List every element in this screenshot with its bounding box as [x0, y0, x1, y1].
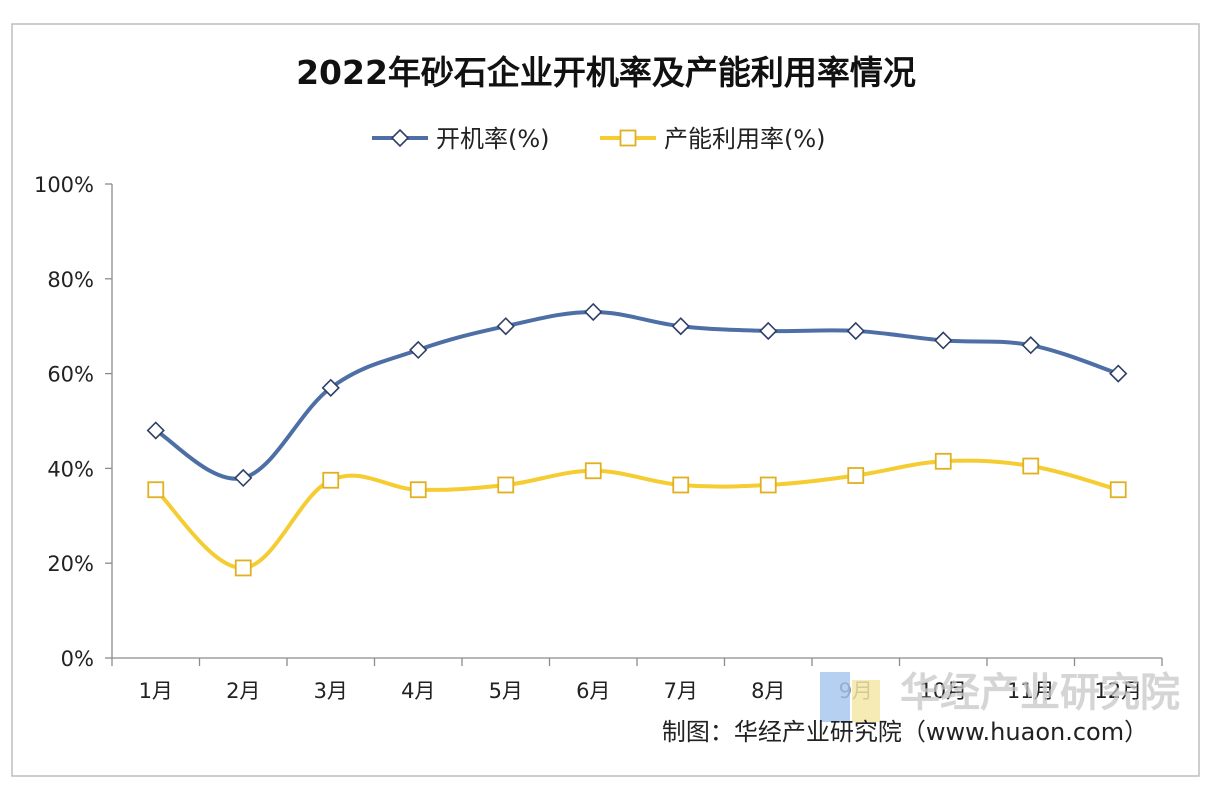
- y-tick-label: 80%: [47, 268, 94, 292]
- series-0-point: [934, 331, 953, 350]
- series-0-point: [584, 302, 603, 322]
- source-note: 制图：华经产业研究院（www.huaon.com）: [662, 718, 1148, 746]
- series-0-point: [759, 321, 778, 341]
- series-0-point: [496, 317, 515, 336]
- x-tick-label: 7月: [664, 679, 698, 703]
- series-1-point: [1022, 457, 1040, 475]
- legend-label-0: 开机率(%): [436, 125, 550, 153]
- y-tick-label: 100%: [34, 173, 94, 197]
- series-1-point: [584, 462, 602, 480]
- series-0-point: [409, 340, 428, 360]
- legend: 开机率(%) 产能利用率(%): [372, 125, 826, 153]
- series-1-point: [759, 476, 777, 494]
- x-tick-label: 11月: [1007, 679, 1055, 703]
- chart-border: [11, 23, 1200, 777]
- x-tick-label: 4月: [401, 679, 435, 703]
- y-tick-label: 60%: [47, 363, 94, 387]
- x-tick-label: 1月: [139, 679, 173, 703]
- series-1-point: [234, 559, 252, 577]
- series-1-point: [1109, 481, 1127, 499]
- series-0-point: [1109, 364, 1128, 383]
- series-0-point: [1021, 336, 1040, 355]
- series-1-point: [322, 471, 340, 489]
- x-tick-label: 8月: [751, 679, 785, 703]
- series-1-point: [847, 467, 865, 484]
- x-tick-label: 3月: [314, 679, 348, 703]
- watermark-logo: 华经产业研究院: [820, 670, 1180, 722]
- series-1-point: [672, 476, 690, 494]
- x-tick-label: 2月: [226, 679, 260, 703]
- y-tick-label: 40%: [47, 457, 94, 481]
- watermark-logo-yellow: [852, 680, 880, 722]
- series-1-point: [147, 481, 165, 499]
- legend-label-1: 产能利用率(%): [664, 125, 826, 153]
- series-1-point: [409, 481, 427, 499]
- series-0-point: [846, 321, 865, 341]
- y-tick-label: 20%: [47, 552, 94, 576]
- x-tick-label: 5月: [489, 679, 523, 703]
- chart-title: 2022年砂石企业开机率及产能利用率情况: [296, 53, 916, 92]
- x-tick-label: 6月: [576, 679, 610, 703]
- legend-marker-1: [619, 129, 637, 147]
- watermark-text: 华经产业研究院: [900, 670, 1180, 716]
- series-0-point: [671, 317, 690, 336]
- series-0-point: [146, 421, 165, 440]
- y-tick-label: 0%: [61, 647, 94, 671]
- legend-marker-0: [390, 128, 410, 148]
- series-0: [146, 302, 1128, 488]
- series-1-point: [497, 476, 515, 494]
- series-0-point: [234, 468, 253, 488]
- series-0-point: [321, 378, 340, 397]
- watermark-logo-blue: [820, 672, 850, 722]
- x-tick-label: 12月: [1094, 679, 1142, 703]
- x-tick-label: 10月: [919, 679, 967, 703]
- series-1: [147, 452, 1127, 577]
- series-layer: [146, 302, 1128, 577]
- series-1-point: [934, 452, 952, 470]
